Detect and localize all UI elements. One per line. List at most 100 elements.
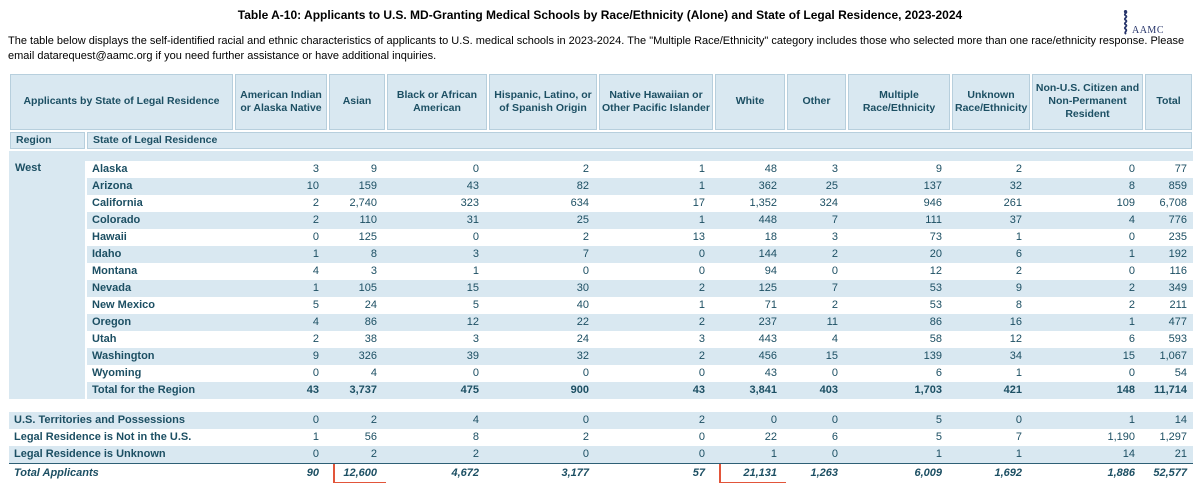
- value-cell: 0: [1128, 367, 1135, 380]
- value-cell: 86: [929, 316, 942, 329]
- value-cell: 0: [582, 265, 589, 278]
- value-cell: 144: [758, 248, 777, 261]
- value-cell: 776: [1168, 214, 1187, 227]
- table-row: Arizona 10 159 43 82 1 362 25 137 32 8 859: [9, 177, 1193, 195]
- value-cell: 349: [1168, 282, 1187, 295]
- value-cell: 14: [1122, 448, 1135, 461]
- col-header-applicants: Applicants by State of Legal Residence: [8, 71, 235, 132]
- value-cell: 1: [1128, 414, 1135, 427]
- region-total-row: Total for the Region 43 3,737 475 900 43 3,841…: [9, 381, 1193, 399]
- value-cell: 0: [1128, 231, 1135, 244]
- table-row: Legal Residence is Not in the U.S. 1 56 8 2 0…: [9, 428, 1193, 446]
- value-cell: 0: [831, 367, 838, 380]
- value-cell: 3: [472, 333, 479, 346]
- value-cell: 3: [698, 333, 705, 346]
- value-cell: 52,577: [1144, 462, 1193, 483]
- value-cell: 6,708: [1159, 197, 1187, 210]
- value-cell: 54: [1174, 367, 1187, 380]
- value-cell: 24: [576, 333, 589, 346]
- value-cell: 9: [1015, 282, 1022, 295]
- gap-row: [9, 398, 1193, 412]
- value-cell: 2: [698, 414, 705, 427]
- value-cell: 9: [935, 163, 942, 176]
- value-cell: 0: [472, 163, 479, 176]
- col-header-unknown: Unknown Race/Ethnicity: [950, 71, 1032, 132]
- value-cell: 1: [1015, 367, 1022, 380]
- value-cell: 6: [935, 367, 942, 380]
- value-cell: 1,692: [951, 462, 1031, 483]
- value-cell: 32: [1009, 180, 1022, 193]
- subheader-row: Region State of Legal Residence: [8, 129, 1194, 151]
- intro-text: The table below displays the self-identi…: [8, 35, 1185, 63]
- value-cell: 2: [698, 316, 705, 329]
- state-label: New Mexico: [92, 299, 155, 312]
- value-cell: 110: [359, 214, 377, 227]
- value-cell: 2: [831, 248, 838, 261]
- value-cell: 6,009: [847, 462, 951, 483]
- value-cell: 0: [831, 414, 838, 427]
- value-cell: 2: [1128, 299, 1135, 312]
- value-cell: 2: [370, 414, 377, 427]
- value-cell: 859: [1168, 180, 1187, 193]
- value-cell: 13: [692, 231, 705, 244]
- table-row: Oregon 4 86 12 22 2 237 11 86 16 1 477: [9, 313, 1193, 331]
- region-cell: West: [9, 160, 87, 399]
- value-cell: 211: [1169, 299, 1187, 312]
- value-cell: 1: [312, 248, 319, 261]
- value-cell: 71: [764, 299, 777, 312]
- value-cell: 3: [370, 265, 377, 278]
- applicants-table: Applicants by State of Legal Residence A…: [8, 71, 1194, 483]
- table-row: Colorado 2 110 31 25 1 448 7 111 37 4 776: [9, 211, 1193, 229]
- value-cell: 4: [312, 265, 319, 278]
- value-cell: 20: [929, 248, 942, 261]
- value-cell: 421: [1003, 384, 1022, 397]
- value-cell: 6: [1015, 248, 1022, 261]
- value-cell: 0: [472, 231, 479, 244]
- table-header-row: Applicants by State of Legal Residence A…: [8, 71, 1194, 132]
- col-header-american-indian: American Indian or Alaska Native: [233, 71, 329, 132]
- value-cell: 0: [582, 448, 589, 461]
- value-cell: 0: [698, 248, 705, 261]
- value-cell: 0: [1128, 163, 1135, 176]
- value-cell: 3,841: [749, 384, 777, 397]
- value-cell: 2,740: [349, 197, 377, 210]
- state-label: Oregon: [92, 316, 132, 329]
- value-cell: 362: [758, 180, 777, 193]
- value-cell: 9: [370, 163, 377, 176]
- value-cell: 237: [758, 316, 777, 329]
- section-label: U.S. Territories and Possessions: [14, 414, 185, 427]
- value-cell: 43: [306, 384, 319, 397]
- value-cell: 34: [1009, 350, 1022, 363]
- value-cell: 0: [698, 431, 705, 444]
- value-cell: 48: [764, 163, 777, 176]
- table-row: Hawaii 0 125 0 2 13 18 3 73 1 0 235: [9, 228, 1193, 246]
- value-cell: 1,067: [1159, 350, 1187, 363]
- value-cell: 6: [1128, 333, 1135, 346]
- value-cell: 403: [819, 384, 838, 397]
- value-cell: 0: [312, 367, 319, 380]
- col-header-non-us: Non-U.S. Citizen and Non-Permanent Resid…: [1030, 71, 1145, 132]
- value-cell: 57: [598, 462, 714, 483]
- value-cell: 125: [758, 282, 777, 295]
- page-title: Table A-10: Applicants to U.S. MD-Granti…: [237, 8, 963, 22]
- value-cell: 323: [460, 197, 479, 210]
- value-cell: 4: [1128, 214, 1135, 227]
- table-row: New Mexico 5 24 5 40 1 71 2 53 8 2 211: [9, 296, 1193, 314]
- value-cell: 6: [831, 431, 838, 444]
- section-label: Legal Residence is Unknown: [14, 448, 166, 461]
- value-cell: 8: [472, 431, 479, 444]
- value-cell: 105: [358, 282, 377, 295]
- value-cell: 7: [831, 214, 838, 227]
- table-row: Utah 2 38 3 24 3 443 4 58 12 6 593: [9, 330, 1193, 348]
- col-header-white: White: [713, 71, 787, 132]
- value-cell: 1: [312, 431, 319, 444]
- value-cell: 7: [1015, 431, 1022, 444]
- value-cell: 39: [466, 350, 479, 363]
- region-column-header: Region: [8, 129, 87, 151]
- value-cell: 16: [1009, 316, 1022, 329]
- value-cell: 32: [576, 350, 589, 363]
- value-cell: 37: [1009, 214, 1022, 227]
- state-label: Colorado: [92, 214, 141, 227]
- table-row: Wyoming 0 4 0 0 0 43 0 6 1 0 54: [9, 364, 1193, 382]
- grand-total-label: Total Applicants: [9, 462, 234, 483]
